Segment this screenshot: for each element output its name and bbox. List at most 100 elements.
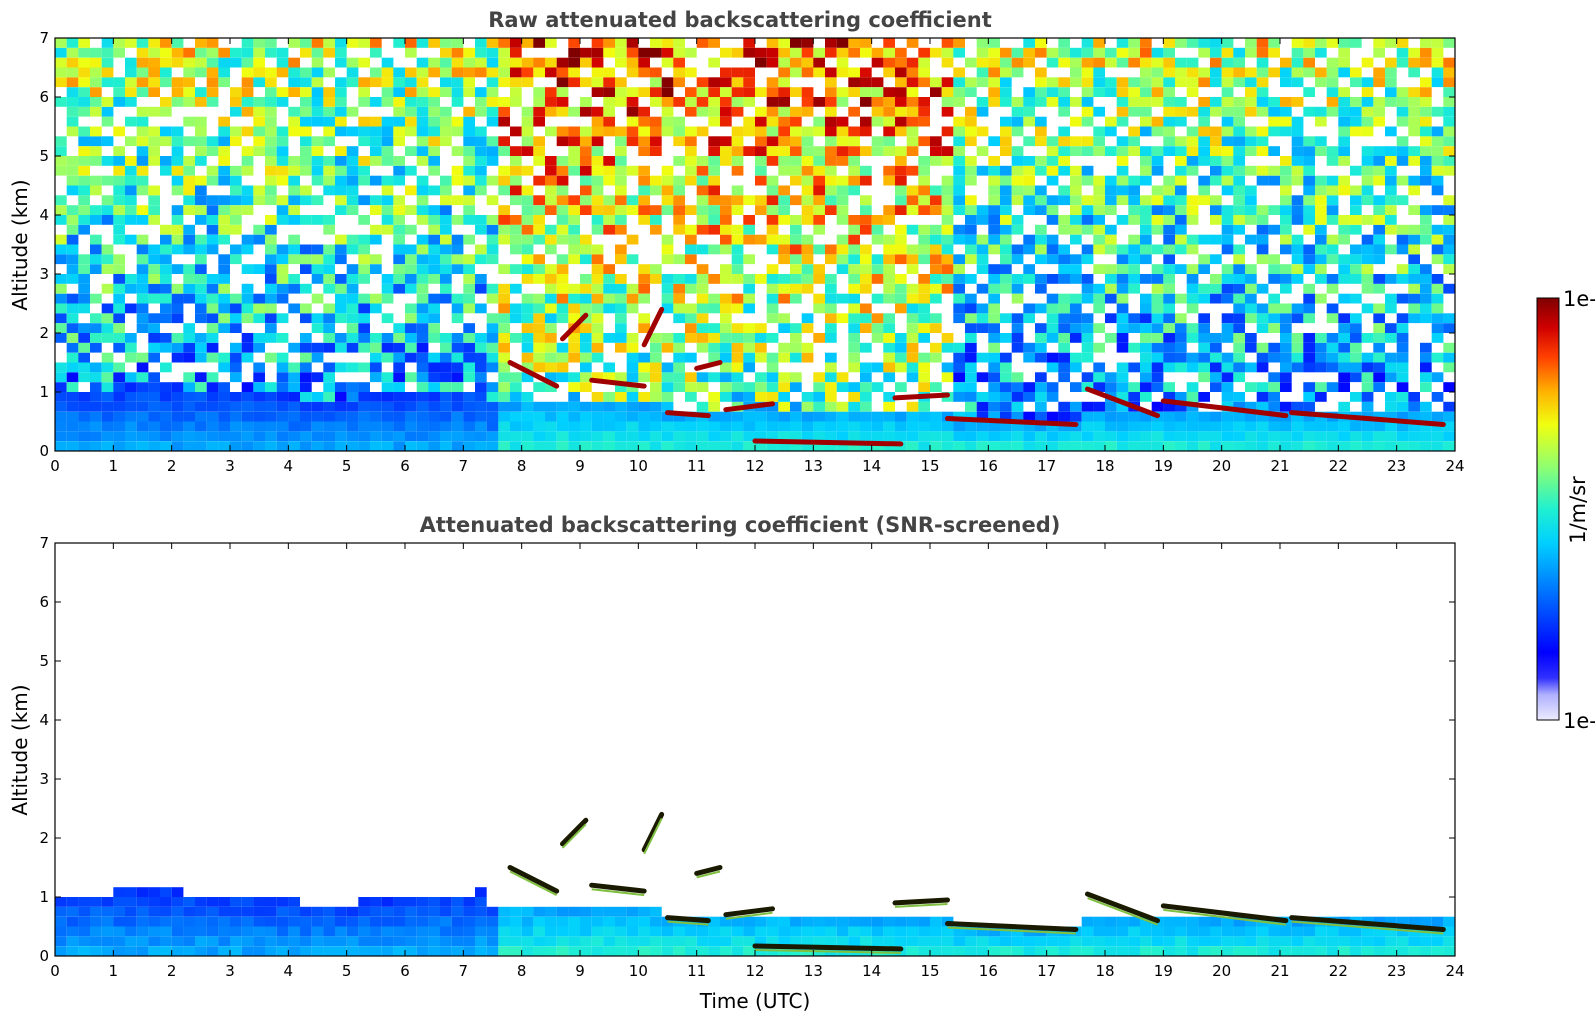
backscatter-cell <box>1175 411 1187 422</box>
backscatter-cell <box>743 254 755 265</box>
backscatter-cell <box>556 431 569 442</box>
backscatter-cell <box>1140 362 1152 373</box>
backscatter-cell <box>101 916 114 927</box>
backscatter-cell <box>556 926 569 937</box>
backscatter-cell <box>1151 116 1164 127</box>
backscatter-cell <box>895 283 907 294</box>
backscatter-cell <box>1093 38 1105 48</box>
backscatter-cell <box>323 274 335 284</box>
backscatter-cell <box>1151 926 1164 937</box>
backscatter-cell <box>206 926 219 937</box>
backscatter-cell <box>311 244 324 255</box>
backscatter-cell <box>1198 156 1210 166</box>
backscatter-cell <box>965 224 977 235</box>
backscatter-cell <box>1081 67 1094 78</box>
backscatter-cell <box>1338 372 1350 383</box>
backscatter-cell <box>1280 323 1292 333</box>
backscatter-cell <box>1140 77 1152 88</box>
backscatter-cell <box>1210 342 1222 353</box>
backscatter-cell <box>335 47 347 58</box>
backscatter-cell <box>1198 185 1210 196</box>
backscatter-cell <box>195 126 207 137</box>
backscatter-cell <box>521 136 534 147</box>
backscatter-cell <box>953 136 965 147</box>
backscatter-cell <box>1350 195 1362 206</box>
backscatter-cell <box>463 126 475 137</box>
backscatter-cell <box>1198 175 1210 186</box>
backscatter-cell <box>930 87 942 97</box>
backscatter-cell <box>323 136 335 147</box>
backscatter-cell <box>1315 244 1327 255</box>
backscatter-cell <box>265 38 277 48</box>
backscatter-cell <box>1035 392 1047 402</box>
backscatter-cell <box>405 87 417 97</box>
backscatter-cell <box>1163 333 1175 343</box>
backscatter-cell <box>545 244 557 255</box>
backscatter-cell <box>66 293 79 304</box>
backscatter-cell <box>1116 77 1129 88</box>
backscatter-cell <box>148 926 160 937</box>
backscatter-cell <box>848 916 860 927</box>
backscatter-cell <box>311 195 324 206</box>
backscatter-cell <box>1105 274 1117 284</box>
backscatter-cell <box>90 946 102 956</box>
backscatter-cell <box>463 156 475 166</box>
backscatter-cell <box>451 264 464 274</box>
backscatter-cell <box>521 362 534 373</box>
backscatter-cell <box>253 57 265 68</box>
backscatter-cell <box>638 274 650 284</box>
backscatter-cell <box>790 401 802 412</box>
backscatter-cell <box>1210 372 1222 383</box>
backscatter-cell <box>720 342 732 353</box>
backscatter-cell <box>685 274 697 284</box>
backscatter-cell <box>708 293 720 304</box>
backscatter-cell <box>1280 441 1292 451</box>
backscatter-cell <box>1233 136 1245 147</box>
backscatter-cell <box>1396 224 1409 235</box>
backscatter-cell <box>1233 926 1245 937</box>
backscatter-cell <box>1280 185 1292 196</box>
backscatter-cell <box>580 303 592 314</box>
backscatter-cell <box>381 946 394 956</box>
backscatter-cell <box>78 77 90 88</box>
backscatter-cell <box>1326 431 1339 442</box>
backscatter-cell <box>1338 126 1350 137</box>
backscatter-cell <box>370 224 382 235</box>
backscatter-cell <box>1245 421 1257 432</box>
backscatter-cell <box>1058 313 1070 324</box>
backscatter-cell <box>778 411 790 422</box>
backscatter-cell <box>731 333 744 343</box>
backscatter-cell <box>66 165 79 176</box>
backscatter-cell <box>1151 323 1164 333</box>
backscatter-cell <box>1303 87 1315 97</box>
backscatter-cell <box>393 401 405 412</box>
backscatter-cell <box>1163 293 1175 304</box>
backscatter-cell <box>1303 382 1315 392</box>
backscatter-cell <box>125 283 137 294</box>
backscatter-cell <box>475 215 487 225</box>
backscatter-cell <box>230 293 242 304</box>
backscatter-cell <box>241 156 254 166</box>
backscatter-cell <box>953 392 965 402</box>
backscatter-cell <box>848 303 860 314</box>
backscatter-cell <box>171 244 184 255</box>
backscatter-cell <box>1361 57 1374 68</box>
backscatter-cell <box>218 303 230 314</box>
backscatter-cell <box>218 116 230 127</box>
backscatter-cell <box>976 165 989 176</box>
backscatter-cell <box>1396 116 1409 127</box>
backscatter-cell <box>533 205 545 215</box>
backscatter-cell <box>1116 293 1129 304</box>
backscatter-cell <box>381 87 394 97</box>
backscatter-cell <box>930 441 942 451</box>
backscatter-cell <box>965 926 977 937</box>
backscatter-cell <box>615 411 627 422</box>
backscatter-cell <box>533 926 545 937</box>
backscatter-cell <box>836 421 849 432</box>
backscatter-cell <box>1070 303 1082 314</box>
backscatter-cell <box>160 333 172 343</box>
backscatter-cell <box>1175 67 1187 78</box>
backscatter-cell <box>370 146 382 156</box>
backscatter-cell <box>848 136 860 147</box>
backscatter-cell <box>1140 946 1152 956</box>
